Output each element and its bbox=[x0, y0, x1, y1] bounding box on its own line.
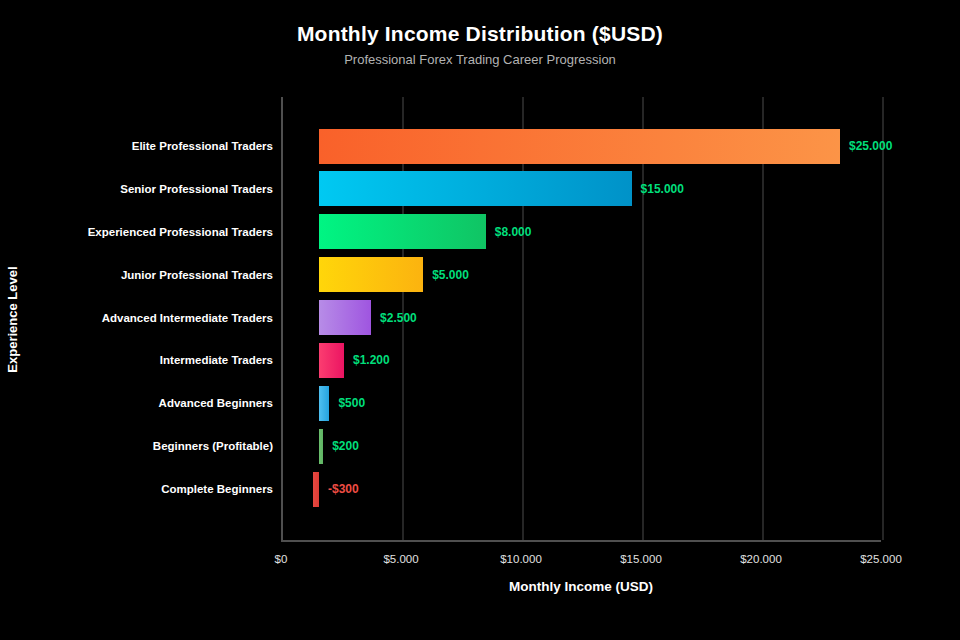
x-tick-label: $10.000 bbox=[481, 553, 561, 565]
category-label: Complete Beginners bbox=[0, 482, 273, 496]
category-label: Beginners (Profitable) bbox=[0, 439, 273, 453]
bar bbox=[319, 343, 344, 378]
value-label: $1.200 bbox=[353, 353, 390, 367]
bar bbox=[319, 129, 840, 164]
gridline bbox=[882, 97, 884, 540]
x-tick-label: $25.000 bbox=[841, 553, 921, 565]
category-label: Advanced Intermediate Traders bbox=[0, 311, 273, 325]
value-label: $15.000 bbox=[641, 182, 684, 196]
bar bbox=[319, 214, 486, 249]
category-label: Elite Professional Traders bbox=[0, 139, 273, 153]
chart-canvas: Monthly Income Distribution ($USD) Profe… bbox=[0, 0, 960, 640]
value-label: $2.500 bbox=[380, 311, 417, 325]
category-label: Intermediate Traders bbox=[0, 353, 273, 367]
bar bbox=[313, 472, 319, 507]
value-label: $25.000 bbox=[849, 139, 892, 153]
value-label: -$300 bbox=[328, 482, 359, 496]
bar bbox=[319, 257, 423, 292]
category-label: Junior Professional Traders bbox=[0, 268, 273, 282]
value-label: $5.000 bbox=[432, 268, 469, 282]
x-tick-label: $0 bbox=[241, 553, 321, 565]
category-label: Experienced Professional Traders bbox=[0, 225, 273, 239]
x-tick-label: $15.000 bbox=[601, 553, 681, 565]
category-label: Senior Professional Traders bbox=[0, 182, 273, 196]
bar bbox=[319, 429, 323, 464]
bar bbox=[319, 300, 371, 335]
x-axis-title: Monthly Income (USD) bbox=[281, 579, 881, 594]
x-tick-label: $5.000 bbox=[361, 553, 441, 565]
category-label: Advanced Beginners bbox=[0, 396, 273, 410]
value-label: $200 bbox=[332, 439, 359, 453]
x-tick-label: $20.000 bbox=[721, 553, 801, 565]
bar bbox=[319, 171, 632, 206]
chart-subtitle: Professional Forex Trading Career Progre… bbox=[0, 52, 960, 67]
value-label: $500 bbox=[338, 396, 365, 410]
value-label: $8.000 bbox=[495, 225, 532, 239]
bar bbox=[319, 386, 329, 421]
chart-title: Monthly Income Distribution ($USD) bbox=[0, 22, 960, 46]
